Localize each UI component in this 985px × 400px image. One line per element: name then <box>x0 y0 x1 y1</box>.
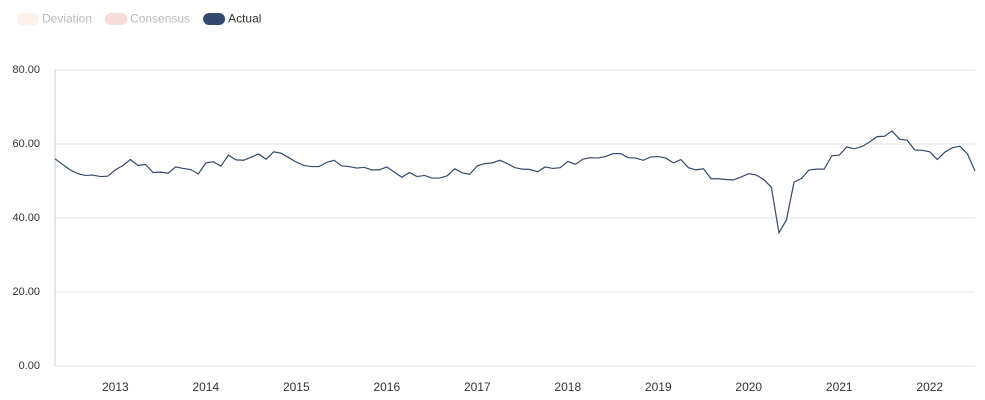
x-tick-label: 2014 <box>192 380 219 394</box>
x-tick-label: 2016 <box>373 380 400 394</box>
legend-swatch <box>17 13 39 25</box>
y-tick-label: 0.00 <box>19 360 40 372</box>
x-tick-label: 2017 <box>464 380 491 394</box>
legend-swatch <box>105 13 128 25</box>
y-tick-label: 80.00 <box>12 64 40 76</box>
x-tick-label: 2015 <box>283 380 310 394</box>
legend-swatch <box>203 13 226 25</box>
x-tick-label: 2019 <box>645 380 672 394</box>
data-line <box>54 130 976 235</box>
legend-label: Actual <box>228 12 261 26</box>
legend-label: Deviation <box>42 12 92 26</box>
y-tick-label: 20.00 <box>12 286 40 298</box>
x-tick-label: 2021 <box>826 380 853 394</box>
y-tick-label: 60.00 <box>12 138 40 150</box>
legend-label: Consensus <box>130 12 190 26</box>
x-tick-label: 2018 <box>554 380 581 394</box>
x-tick-label: 2020 <box>735 380 762 394</box>
x-tick-label: 2022 <box>916 380 943 394</box>
legend: Deviation Consensus Actual <box>17 12 261 26</box>
y-tick-label: 40.00 <box>12 212 40 224</box>
x-tick-label: 2013 <box>102 380 129 394</box>
